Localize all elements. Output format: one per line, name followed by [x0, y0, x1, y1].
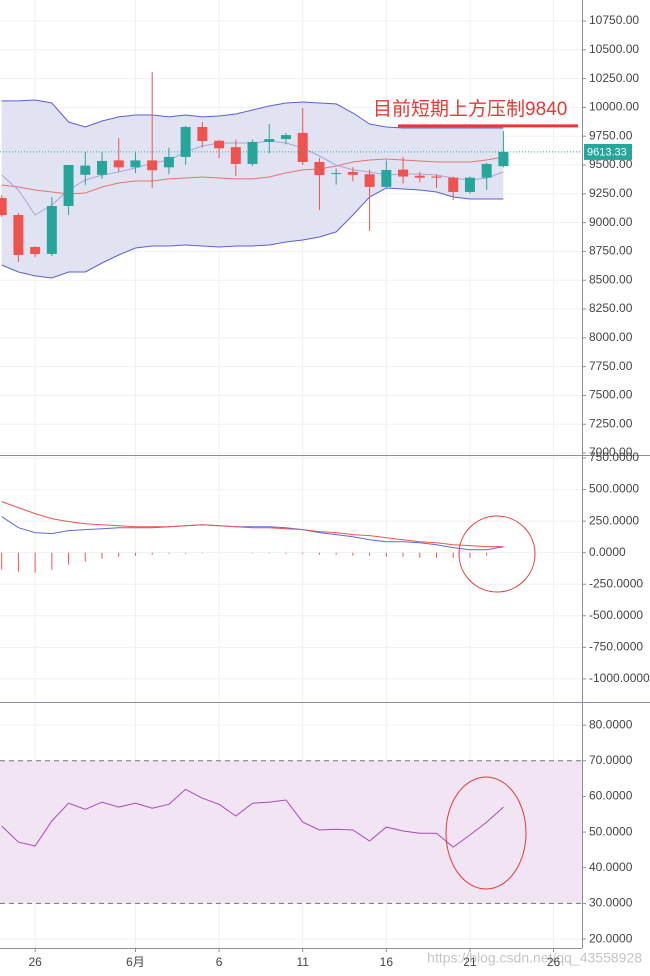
y-tick-label: 9000.00	[589, 215, 633, 229]
y-tick-label: 7250.00	[589, 416, 633, 430]
bollinger-upper	[1, 99, 504, 129]
x-tick-label: 6月	[126, 955, 145, 969]
highlight-circle	[445, 776, 527, 890]
y-tick-label: 10500.00	[589, 42, 639, 56]
candle-body	[498, 151, 509, 167]
candle-body	[331, 173, 342, 175]
candle-body	[0, 197, 7, 215]
rsi-band	[0, 760, 582, 904]
candle-body	[214, 140, 225, 149]
candle-body	[431, 176, 442, 178]
candle-body	[63, 164, 74, 207]
candle-body	[13, 214, 24, 255]
candle-body	[147, 160, 158, 171]
labels: 10750.00 10500.00 10250.00 10000.00 9750.00 9…	[28, 13, 650, 969]
y-tick-label: 80.0000	[589, 717, 633, 731]
y-tick-label: 7500.00	[589, 388, 633, 402]
line	[1, 788, 504, 848]
x-tick-label: 21	[463, 955, 477, 969]
bollinger-area	[1, 100, 504, 279]
y-tick-label: -750.0000	[589, 640, 643, 654]
y-tick-label: 10750.00	[589, 13, 639, 27]
candle-body	[163, 156, 174, 168]
y-tick-label: 8250.00	[589, 301, 633, 315]
y-tick-label: 20.0000	[589, 931, 633, 945]
candle-body	[46, 206, 57, 254]
y-tick-label: 7750.00	[589, 359, 633, 373]
candle-body	[180, 126, 191, 157]
last-price-label: 9613.33	[587, 146, 627, 158]
x-tick-label: 26	[28, 955, 42, 969]
y-tick-label: 10000.00	[589, 100, 639, 114]
y-tick-label: 250.0000	[589, 513, 639, 527]
candle-body	[381, 169, 392, 187]
candle-body	[464, 177, 475, 192]
x-tick-label: 16	[380, 955, 394, 969]
bollinger-lower	[1, 187, 504, 279]
y-tick-label: 50.0000	[589, 824, 633, 838]
y-tick-label: 9500.00	[589, 157, 633, 171]
candle-body	[97, 160, 108, 175]
candle-body	[247, 141, 258, 164]
y-tick-label: -250.0000	[589, 576, 643, 590]
candle-body	[414, 175, 425, 178]
y-tick-label: -1000.0000	[589, 671, 650, 685]
y-tick-label: 40.0000	[589, 860, 633, 874]
candle-body	[347, 171, 358, 175]
candle-body	[264, 139, 275, 142]
candle-body	[297, 132, 308, 162]
y-tick-label: 60.0000	[589, 789, 633, 803]
candle-body	[130, 160, 141, 168]
y-tick-label: 9750.00	[589, 128, 633, 142]
candle-body	[364, 174, 375, 187]
candle-body	[80, 165, 91, 175]
y-tick-label: 750.0000	[589, 450, 639, 464]
y-tick-label: 9250.00	[589, 186, 633, 200]
grid	[0, 0, 582, 948]
candle-body	[448, 177, 459, 192]
macd-line	[1, 516, 504, 551]
candle-body	[230, 147, 241, 164]
highlight-circle	[458, 515, 536, 593]
y-tick-label: -500.0000	[589, 608, 643, 622]
overlay	[445, 515, 536, 890]
candle-body	[280, 135, 291, 140]
candle-body	[398, 169, 409, 177]
frame	[0, 0, 650, 949]
x-tick-label: 6	[216, 955, 223, 969]
candle-body	[113, 160, 124, 168]
candle-body	[197, 126, 208, 142]
y-tick-label: 70.0000	[589, 753, 633, 767]
watermark: https://blog.csdn.net/qq_43558928	[427, 950, 642, 966]
marks	[0, 72, 582, 904]
macd-line	[1, 501, 504, 548]
y-tick-label: 500.0000	[589, 482, 639, 496]
moving-average	[1, 156, 504, 195]
x-tick-label: 26	[547, 955, 561, 969]
y-tick-label: 30.0000	[589, 896, 633, 910]
y-tick-label: 7000.00	[589, 445, 633, 459]
y-tick-label: 10250.00	[589, 71, 639, 85]
last-price-tag	[584, 143, 632, 160]
candle-body	[481, 163, 492, 178]
x-tick-label: 11	[296, 955, 309, 969]
candle-body	[30, 247, 41, 254]
annotation: 目前短期上方压制9840	[373, 98, 567, 120]
y-tick-label: 8500.00	[589, 272, 633, 286]
y-tick-label: 8000.00	[589, 330, 633, 344]
candle-body	[314, 161, 325, 176]
y-tick-label: 8750.00	[589, 244, 633, 258]
y-tick-label: 0.0000	[589, 545, 626, 559]
